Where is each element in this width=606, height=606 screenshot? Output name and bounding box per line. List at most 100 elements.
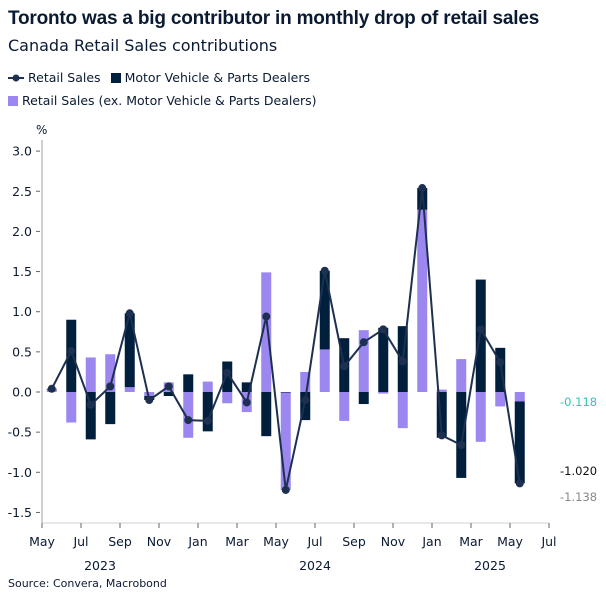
bar-retail-ex-motor	[85, 357, 96, 392]
x-tick-label: Mar	[225, 534, 249, 549]
bar-retail-ex-motor	[339, 392, 350, 421]
x-tick-label: May	[29, 534, 55, 549]
bar-motor-vehicle	[358, 392, 369, 405]
point-retail-sales	[457, 440, 466, 449]
point-retail-sales	[398, 357, 407, 366]
bar-retail-ex-motor	[66, 392, 77, 423]
x-tick-label: Sep	[108, 534, 132, 549]
x-tick-label: Jan	[421, 534, 441, 549]
y-tick-label: -1.5	[8, 505, 32, 520]
y-tick-label: 3.0	[12, 144, 32, 159]
bar-motor-vehicle	[66, 319, 77, 392]
year-label: 2025	[474, 558, 506, 573]
point-retail-sales	[145, 396, 154, 405]
bar-retail-ex-motor	[417, 209, 428, 392]
bar-motor-vehicle	[124, 313, 135, 388]
bar-retail-ex-motor	[280, 392, 291, 490]
point-retail-sales	[67, 347, 76, 356]
bar-retail-ex-motor	[319, 349, 330, 392]
y-tick-label: 2.5	[12, 184, 32, 199]
y-tick-label: -1.0	[8, 465, 32, 480]
bar-retail-ex-motor	[378, 392, 389, 394]
bar-retail-ex-motor	[514, 392, 525, 402]
bar-motor-vehicle	[436, 392, 447, 438]
bar-retail-ex-motor	[456, 359, 467, 392]
bar-retail-ex-motor	[475, 392, 486, 442]
point-retail-sales	[476, 325, 485, 334]
legend-label: Retail Sales (ex. Motor Vehicle & Parts …	[22, 93, 317, 108]
legend-label: Motor Vehicle & Parts Dealers	[124, 70, 311, 85]
point-retail-sales	[515, 479, 524, 488]
y-axis-unit: %	[36, 123, 47, 137]
point-retail-sales	[281, 485, 290, 494]
bar-motor-vehicle	[475, 279, 486, 392]
point-retail-sales	[164, 382, 173, 391]
point-retail-sales	[340, 362, 349, 371]
end-label-ex-motor: -0.118	[560, 395, 597, 409]
x-tick-label: Jul	[540, 534, 556, 549]
y-tick-label: 2.0	[12, 224, 32, 239]
y-tick-label: 0.0	[12, 385, 32, 400]
end-label-total: -1.138	[560, 490, 597, 504]
y-tick-label: 0.5	[12, 344, 32, 359]
point-retail-sales	[242, 398, 251, 407]
bar-motor-vehicle	[495, 347, 506, 392]
chart-subtitle: Canada Retail Sales contributions	[8, 36, 278, 55]
point-retail-sales	[301, 396, 310, 405]
bar-motor-vehicle	[280, 392, 291, 393]
bar-retail-ex-motor	[358, 330, 369, 392]
bar-retail-ex-motor	[436, 389, 447, 392]
square-icon	[8, 95, 18, 106]
line-dot-icon	[8, 74, 24, 81]
bar-retail-ex-motor	[261, 272, 272, 392]
bar-retail-ex-motor	[183, 392, 194, 438]
point-retail-sales	[379, 325, 388, 334]
x-tick-label: Jul	[306, 534, 322, 549]
bar-retail-ex-motor	[144, 392, 155, 397]
legend-label: Retail Sales	[28, 70, 101, 85]
x-tick-label: May	[263, 534, 289, 549]
point-retail-sales	[320, 266, 329, 275]
y-tick-label: 1.0	[12, 304, 32, 319]
bar-motor-vehicle	[241, 382, 252, 392]
bar-motor-vehicle	[202, 392, 213, 432]
bar-motor-vehicle	[85, 392, 96, 440]
point-retail-sales	[418, 184, 427, 193]
bar-retail-ex-motor	[124, 387, 135, 392]
year-label: 2024	[299, 558, 331, 573]
point-retail-sales	[184, 416, 193, 425]
x-tick-label: Sep	[342, 534, 366, 549]
point-retail-sales	[203, 416, 212, 425]
bar-motor-vehicle	[300, 392, 311, 421]
point-retail-sales	[223, 368, 232, 377]
square-icon	[110, 72, 121, 83]
point-retail-sales	[86, 400, 95, 409]
bar-motor-vehicle	[163, 392, 174, 397]
bar-motor-vehicle	[105, 392, 116, 425]
legend-item-retail-ex-motor: Retail Sales (ex. Motor Vehicle & Parts …	[8, 93, 317, 108]
point-retail-sales	[47, 384, 56, 393]
bar-motor-vehicle	[183, 374, 194, 392]
point-retail-sales	[262, 312, 271, 321]
point-retail-sales	[437, 431, 446, 440]
x-tick-label: Nov	[147, 534, 172, 549]
x-tick-label: Nov	[381, 534, 406, 549]
x-tick-label: May	[497, 534, 523, 549]
point-retail-sales	[359, 338, 368, 347]
bar-retail-ex-motor	[397, 392, 408, 429]
bar-motor-vehicle	[514, 401, 525, 484]
x-tick-label: Jan	[187, 534, 207, 549]
x-tick-label: Jul	[72, 534, 88, 549]
bar-motor-vehicle	[222, 361, 233, 392]
y-tick-label: -0.5	[8, 425, 32, 440]
bar-retail-ex-motor	[495, 392, 506, 407]
bar-motor-vehicle	[378, 327, 389, 392]
point-retail-sales	[106, 382, 115, 391]
bar-retail-ex-motor	[300, 371, 311, 392]
y-tick-label: 1.5	[12, 264, 32, 279]
end-label-motor: -1.020	[560, 464, 597, 478]
bar-motor-vehicle	[261, 392, 272, 437]
bar-motor-vehicle	[456, 392, 467, 478]
x-tick-label: Mar	[459, 534, 483, 549]
